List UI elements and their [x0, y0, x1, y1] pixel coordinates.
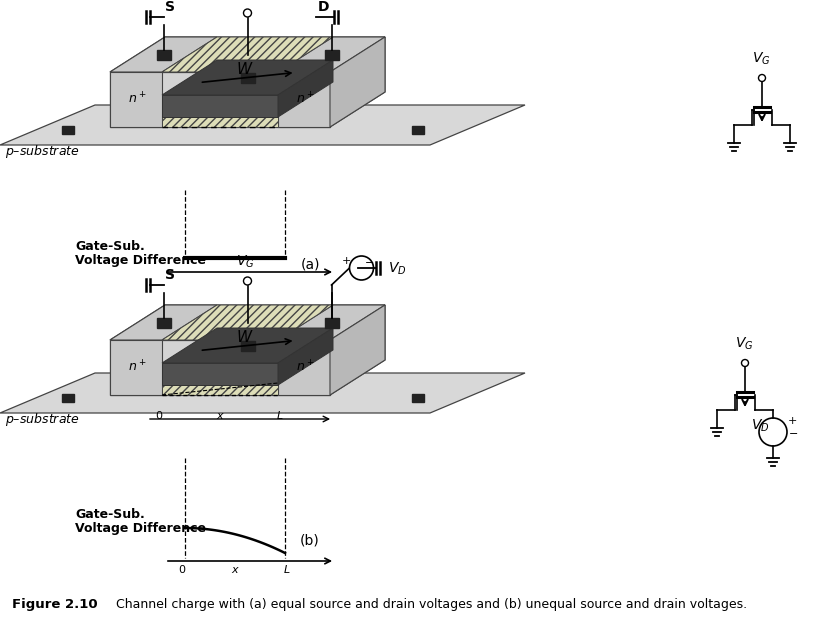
Text: Channel charge with (a) equal source and drain voltages and (b) unequal source a: Channel charge with (a) equal source and… — [100, 598, 747, 611]
Text: $p$–substrate: $p$–substrate — [5, 411, 80, 428]
Text: 0: 0 — [178, 565, 186, 575]
Polygon shape — [330, 37, 385, 127]
Text: Gate-Sub.: Gate-Sub. — [75, 240, 144, 253]
Polygon shape — [62, 126, 73, 134]
Polygon shape — [110, 37, 217, 72]
Text: +: + — [788, 416, 798, 426]
Polygon shape — [162, 95, 278, 117]
Text: $L$: $L$ — [283, 563, 290, 575]
Polygon shape — [278, 340, 330, 395]
Polygon shape — [162, 37, 333, 72]
Circle shape — [350, 256, 374, 280]
Polygon shape — [62, 394, 73, 402]
Polygon shape — [110, 340, 162, 395]
Polygon shape — [330, 37, 385, 127]
Polygon shape — [241, 340, 254, 351]
Text: 0: 0 — [155, 411, 163, 421]
Text: $x$: $x$ — [215, 411, 224, 421]
Text: $n^+$: $n^+$ — [296, 359, 314, 374]
Polygon shape — [324, 50, 338, 60]
Text: $W$: $W$ — [235, 62, 253, 78]
Text: $n^+$: $n^+$ — [128, 91, 147, 106]
Polygon shape — [157, 317, 171, 328]
Polygon shape — [162, 60, 333, 95]
Text: +: + — [342, 256, 351, 266]
Polygon shape — [278, 328, 333, 385]
Polygon shape — [162, 117, 278, 127]
Text: $V_G$: $V_G$ — [752, 51, 771, 67]
Polygon shape — [0, 105, 525, 145]
Text: $x$: $x$ — [230, 565, 239, 575]
Polygon shape — [278, 305, 385, 340]
Text: $n^+$: $n^+$ — [128, 359, 147, 374]
Polygon shape — [110, 340, 330, 395]
Text: $p$–substrate: $p$–substrate — [5, 143, 80, 160]
Polygon shape — [330, 305, 385, 395]
Polygon shape — [241, 73, 254, 83]
Polygon shape — [162, 328, 333, 363]
Text: $V_D$: $V_D$ — [751, 418, 770, 434]
Text: $V_G$: $V_G$ — [235, 0, 254, 2]
Polygon shape — [110, 72, 330, 127]
Polygon shape — [324, 317, 338, 328]
Text: $V_G$: $V_G$ — [735, 336, 753, 353]
Text: $n^+$: $n^+$ — [296, 91, 314, 106]
Text: (b): (b) — [300, 534, 320, 548]
Text: $-$: $-$ — [788, 427, 798, 437]
Polygon shape — [278, 60, 333, 117]
Polygon shape — [157, 50, 171, 60]
Text: D: D — [318, 0, 329, 14]
Text: Voltage Difference: Voltage Difference — [75, 254, 206, 267]
Text: $V_D$: $V_D$ — [389, 261, 407, 277]
Text: Figure 2.10: Figure 2.10 — [12, 598, 97, 611]
Text: Gate-Sub.: Gate-Sub. — [75, 508, 144, 521]
Text: (a): (a) — [300, 257, 320, 271]
Polygon shape — [0, 373, 525, 413]
Text: $W$: $W$ — [235, 330, 253, 345]
Polygon shape — [278, 72, 330, 127]
Polygon shape — [162, 305, 333, 340]
Polygon shape — [278, 37, 385, 72]
Polygon shape — [412, 394, 423, 402]
Polygon shape — [110, 37, 385, 72]
Polygon shape — [162, 363, 278, 385]
Polygon shape — [110, 305, 385, 340]
Polygon shape — [330, 305, 385, 395]
Text: Voltage Difference: Voltage Difference — [75, 522, 206, 535]
Text: S: S — [166, 268, 176, 282]
Polygon shape — [110, 72, 162, 127]
Text: S: S — [166, 0, 176, 14]
Polygon shape — [162, 385, 278, 395]
Text: $L$: $L$ — [276, 409, 284, 421]
Text: $V_G$: $V_G$ — [235, 254, 254, 271]
Polygon shape — [110, 305, 217, 340]
Text: $-$: $-$ — [364, 256, 374, 266]
Polygon shape — [412, 126, 423, 134]
